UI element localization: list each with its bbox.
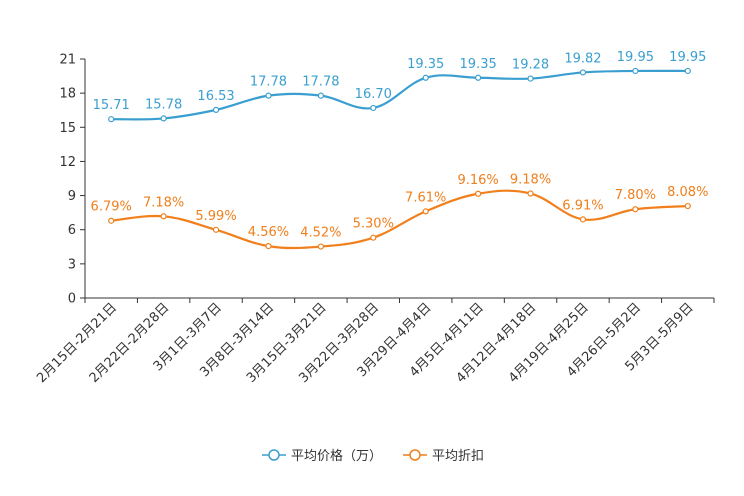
data-point: [160, 213, 167, 220]
y-tick-label: 3: [68, 257, 76, 272]
data-label: 5.99%: [195, 209, 236, 224]
legend: 平均价格（万） 平均折扣: [262, 448, 484, 464]
y-tick-label: 0: [68, 292, 76, 307]
y-tick-label: 15: [59, 121, 76, 136]
series-1: 15.71 15.78 16.53 17.78 17.78 16.70 19.35 19.35…: [93, 50, 706, 123]
data-point: [475, 74, 482, 81]
data-point: [317, 243, 324, 250]
data-label: 7.18%: [143, 195, 184, 210]
legend-label: 平均折扣: [432, 449, 484, 464]
data-point: [684, 67, 691, 75]
data-label: 19.35: [407, 57, 444, 72]
data-label: 6.91%: [562, 198, 603, 213]
data-label: 4.52%: [300, 226, 341, 241]
data-point: [475, 190, 482, 197]
data-point: [579, 69, 587, 76]
y-tick-label: 21: [59, 53, 76, 68]
data-label: 8.08%: [667, 185, 708, 200]
legend-item-2: 平均折扣: [403, 449, 484, 464]
series-layer: 15.71 15.78 16.53 17.78 17.78 16.70 19.35 19.35…: [91, 50, 708, 250]
data-label: 7.61%: [405, 190, 446, 205]
data-point: [422, 74, 429, 81]
data-point: [265, 92, 272, 99]
legend-swatch-marker: [409, 449, 421, 461]
data-label: 17.78: [250, 75, 287, 90]
data-label: 5.30%: [353, 217, 394, 232]
series-2: 6.79% 7.18% 5.99% 4.56% 4.52% 5.30% 7.61% 9.16%…: [91, 173, 708, 250]
series-line: [111, 69, 688, 121]
data-point: [108, 217, 115, 224]
y-tick-label: 12: [59, 155, 76, 170]
data-point: [632, 67, 639, 75]
y-tick-label: 6: [68, 223, 76, 238]
series-line: [111, 189, 688, 250]
data-point: [370, 234, 377, 241]
data-label: 19.35: [460, 57, 497, 72]
data-label: 6.79%: [91, 200, 132, 215]
data-point: [527, 190, 534, 197]
data-point: [422, 208, 429, 215]
y-tick-label: 9: [68, 189, 76, 204]
data-label: 4.56%: [248, 225, 289, 240]
data-point: [317, 92, 324, 99]
legend-swatch-marker: [268, 449, 280, 461]
data-point: [684, 202, 691, 210]
data-point: [527, 75, 534, 82]
data-label: 16.70: [355, 87, 392, 102]
data-point: [632, 206, 639, 213]
data-label: 7.80%: [615, 188, 656, 203]
data-label: 19.28: [512, 58, 549, 73]
data-label: 19.95: [669, 50, 706, 65]
data-label: 9.16%: [457, 173, 498, 188]
data-label: 15.78: [145, 97, 182, 112]
y-tick-label: 18: [59, 87, 76, 102]
data-label: 9.18%: [510, 173, 551, 188]
data-point: [108, 116, 115, 123]
data-label: 17.78: [302, 75, 339, 90]
y-axis: 0 3 6 9 12 15 18 21: [59, 53, 86, 307]
data-label: 16.53: [197, 89, 234, 104]
data-label: 19.82: [564, 51, 601, 66]
legend-item-1: 平均价格（万）: [262, 448, 382, 464]
data-label: 19.95: [617, 50, 654, 65]
data-point: [370, 104, 377, 112]
data-point: [265, 243, 272, 250]
x-axis: 2月15日-2月21日2月22日-2月28日3月1日-3月7日3月8日-3月14…: [34, 297, 715, 386]
data-point: [212, 106, 220, 113]
data-label: 15.71: [93, 98, 130, 113]
data-point: [160, 115, 167, 122]
data-point: [579, 216, 587, 223]
data-point: [212, 226, 220, 233]
legend-label: 平均价格（万）: [291, 448, 382, 464]
